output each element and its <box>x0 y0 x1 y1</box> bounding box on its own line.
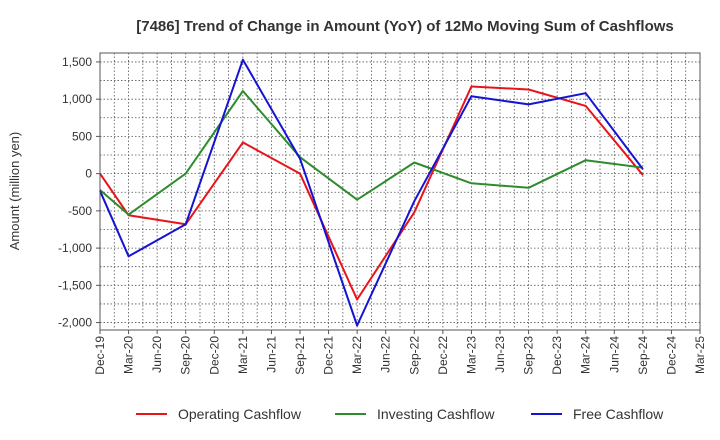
x-tick-label: Dec-20 <box>207 336 221 375</box>
chart-title: [7486] Trend of Change in Amount (YoY) o… <box>136 18 674 35</box>
x-tick-label: Jun-21 <box>264 336 278 373</box>
legend: Operating Cashflow Investing Cashflow Free… <box>136 406 664 422</box>
x-tick-label: Sep-23 <box>522 336 536 375</box>
y-tick-label: 500 <box>72 129 92 143</box>
y-tick-label: -2,000 <box>58 316 92 330</box>
x-axis-ticks: Dec-19 Mar-20 Jun-20 Sep-20 Dec-20 Mar-21 Jun-… <box>93 330 707 375</box>
y-axis-ticks: 1,500 1,000 500 0 -500 -1,000 -1,500 -2,000 <box>58 55 100 330</box>
investing-cashflow-legend-label: Investing Cashflow <box>377 406 495 422</box>
x-tick-label: Sep-22 <box>407 336 421 375</box>
y-tick-label: 0 <box>85 167 92 181</box>
x-tick-label: Mar-22 <box>350 336 364 374</box>
x-tick-label: Dec-19 <box>93 336 107 375</box>
y-axis-label: Amount (million yen) <box>7 132 22 251</box>
x-tick-label: Dec-23 <box>550 336 564 375</box>
x-tick-label: Jun-23 <box>493 336 507 373</box>
x-tick-label: Jun-20 <box>150 336 164 373</box>
x-tick-label: Dec-21 <box>322 336 336 375</box>
x-tick-label: Sep-24 <box>636 336 650 375</box>
operating-cashflow-legend-label: Operating Cashflow <box>178 406 302 422</box>
y-tick-label: 1,500 <box>62 55 92 69</box>
x-tick-label: Mar-24 <box>579 336 593 374</box>
free-cashflow-line <box>99 58 644 327</box>
plot-frame <box>99 52 701 331</box>
y-tick-label: -1,000 <box>58 241 92 255</box>
x-tick-label: Dec-24 <box>664 336 678 375</box>
series-lines <box>99 58 644 327</box>
x-tick-label: Sep-20 <box>179 336 193 375</box>
free-cashflow-legend-label: Free Cashflow <box>573 406 664 422</box>
operating-cashflow-line <box>99 85 644 301</box>
x-tick-label: Jun-24 <box>607 336 621 373</box>
y-tick-label: -500 <box>68 204 92 218</box>
y-tick-label: 1,000 <box>62 92 92 106</box>
x-tick-label: Dec-22 <box>436 336 450 375</box>
x-tick-label: Mar-23 <box>464 336 478 374</box>
y-tick-label: -1,500 <box>58 278 92 292</box>
investing-cashflow-line <box>99 90 644 216</box>
x-tick-label: Mar-21 <box>236 336 250 374</box>
grid <box>99 53 701 330</box>
x-tick-label: Mar-25 <box>693 336 707 374</box>
x-tick-label: Mar-20 <box>122 336 136 374</box>
x-tick-label: Sep-21 <box>293 336 307 375</box>
x-tick-label: Jun-22 <box>379 336 393 373</box>
